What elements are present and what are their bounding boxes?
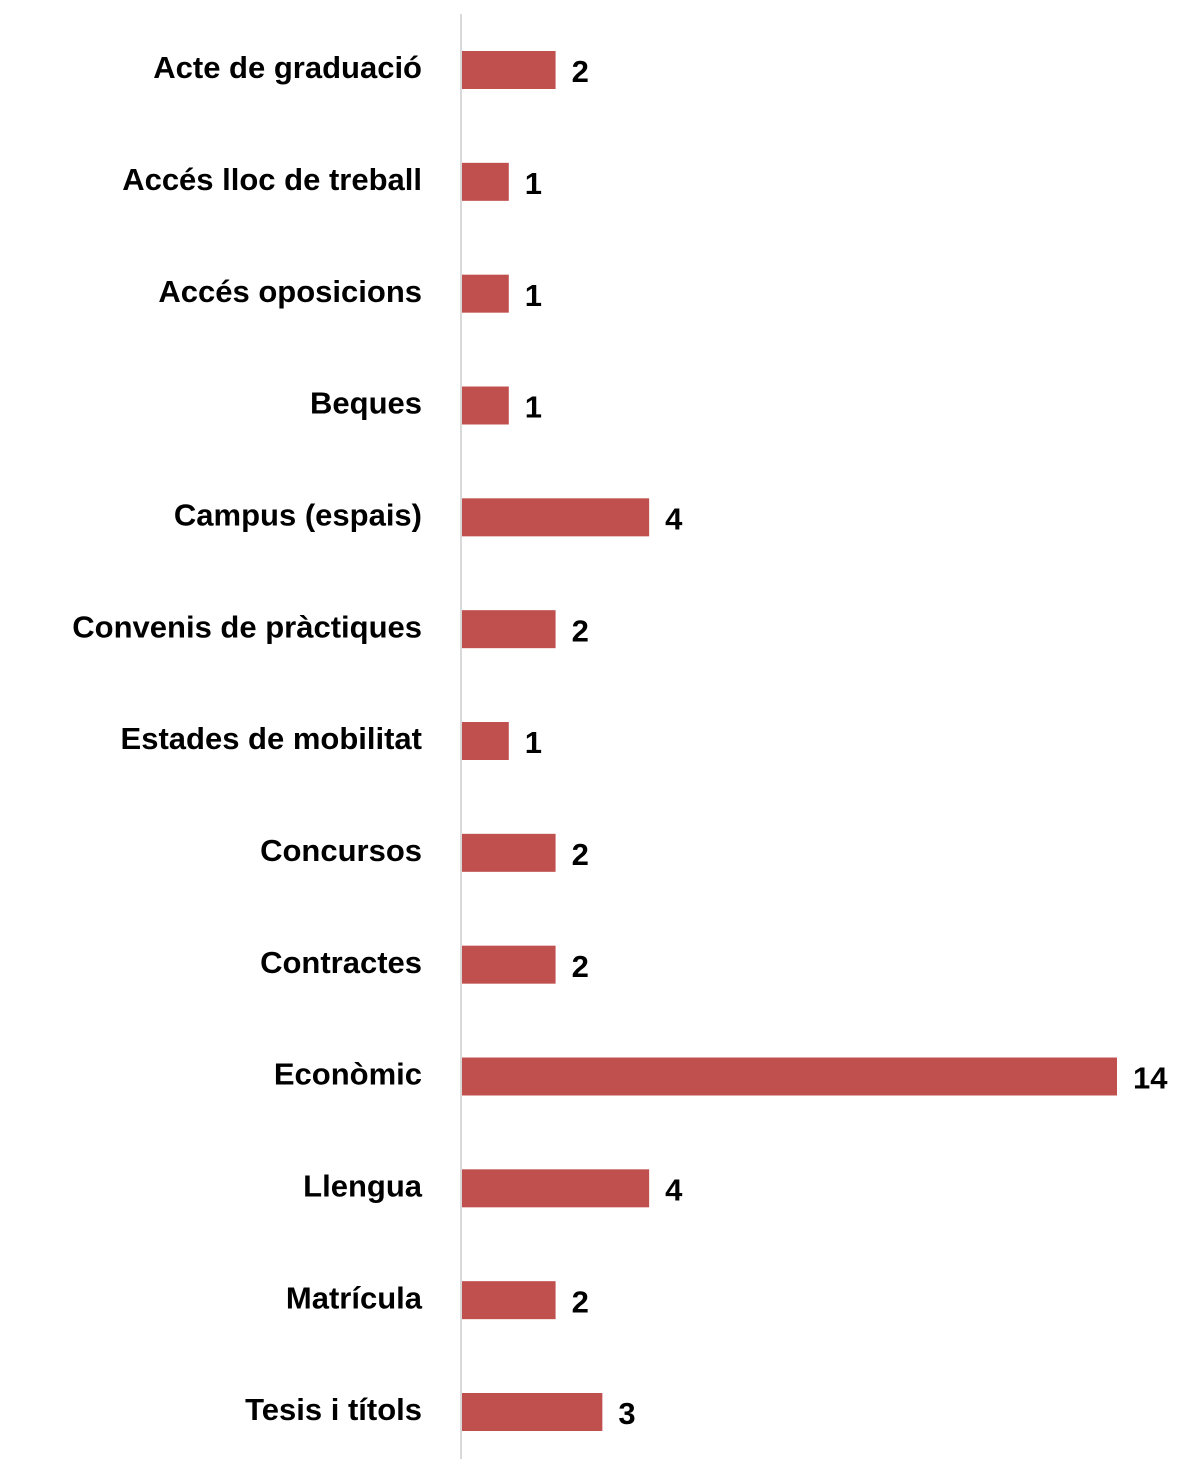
category-label: Llengua	[303, 1169, 423, 1204]
category-label: Contractes	[260, 945, 422, 980]
value-label: 1	[525, 390, 542, 425]
category-label: Beques	[310, 386, 422, 421]
bar	[462, 610, 556, 649]
value-label: 2	[572, 613, 589, 648]
category-label: Estades de mobilitat	[121, 721, 422, 756]
value-label: 2	[572, 837, 589, 872]
category-label: Accés oposicions	[158, 274, 422, 309]
bar	[462, 1281, 556, 1320]
category-label: Tesis i títols	[245, 1392, 422, 1427]
value-label: 3	[618, 1396, 635, 1431]
value-label: 4	[665, 502, 683, 537]
value-label: 1	[525, 278, 542, 313]
value-label: 1	[525, 166, 542, 201]
value-label: 2	[572, 1284, 589, 1319]
value-label: 4	[665, 1173, 683, 1208]
value-label: 2	[572, 949, 589, 984]
bar	[462, 274, 509, 313]
category-label: Econòmic	[274, 1057, 422, 1092]
bar	[462, 833, 556, 872]
bar	[462, 945, 556, 984]
bar	[462, 51, 556, 89]
bar	[462, 1057, 1117, 1096]
value-label: 14	[1133, 1061, 1168, 1096]
bar	[462, 386, 509, 425]
bar	[462, 722, 509, 760]
category-label: Matrícula	[286, 1280, 423, 1315]
bar	[462, 1169, 650, 1208]
value-label: 2	[572, 54, 589, 89]
category-label: Campus (espais)	[174, 498, 422, 533]
value-label: 1	[525, 725, 542, 760]
bar	[462, 498, 650, 537]
category-label: Accés lloc de treball	[122, 162, 422, 197]
category-label: Concursos	[260, 833, 422, 868]
bar	[462, 1393, 603, 1431]
category-label: Acte de graduació	[153, 50, 422, 85]
bar	[462, 162, 509, 201]
category-label: Convenis de pràctiques	[72, 609, 422, 644]
